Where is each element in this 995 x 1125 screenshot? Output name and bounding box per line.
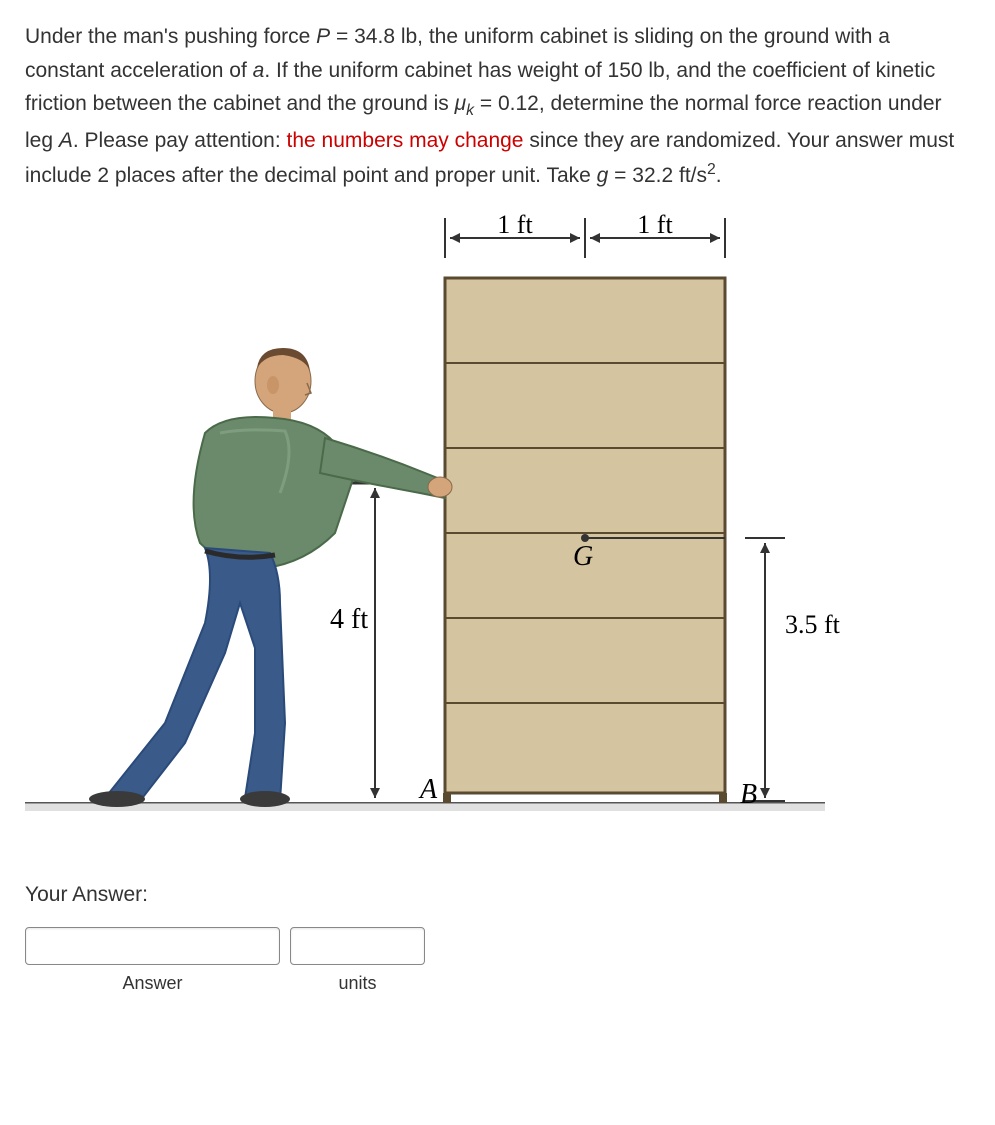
units-sublabel: units	[338, 973, 376, 994]
text-part: . If the uniform cabinet has weight of 1…	[264, 59, 670, 82]
variable-a: a	[253, 59, 265, 82]
text-part: = 34.8 lb, the uniform cabinet is slidin…	[330, 25, 758, 48]
dim-1ft-left: 1 ft	[497, 210, 533, 239]
answer-sublabel: Answer	[122, 973, 182, 994]
answer-input[interactable]	[25, 927, 280, 965]
dim-3-5ft: 3.5 ft	[785, 610, 841, 639]
text-part: Under the man's pushing force	[25, 25, 316, 48]
text-part: = 32.2 ft/s	[608, 164, 707, 187]
man-figure	[89, 348, 452, 807]
answer-section: Your Answer: Answer units	[25, 883, 970, 994]
text-part: . Please pay attention:	[73, 129, 287, 152]
variable-A: A	[59, 129, 73, 152]
variable-P: P	[316, 25, 330, 48]
variable-mu: μ	[455, 92, 467, 115]
diagram-svg: 1 ft 1 ft G 3.5	[25, 203, 925, 853]
text-part: =	[474, 92, 492, 115]
top-dimensions: 1 ft 1 ft	[445, 210, 725, 258]
label-B: B	[740, 779, 757, 810]
dim-3-5ft-group: 3.5 ft	[745, 538, 841, 801]
exponent-2: 2	[707, 161, 716, 178]
text-part: after the decimal point and proper unit.…	[181, 164, 596, 187]
variable-g: g	[597, 164, 609, 187]
dim-1ft-right: 1 ft	[637, 210, 673, 239]
label-G: G	[573, 541, 593, 572]
warning-text: the numbers may change	[287, 129, 524, 152]
units-input[interactable]	[290, 927, 425, 965]
units-input-group: units	[290, 927, 425, 994]
answer-input-group: Answer	[25, 927, 280, 994]
label-A: A	[418, 774, 438, 805]
text-part: .	[716, 164, 722, 187]
your-answer-label: Your Answer:	[25, 883, 970, 907]
dim-4ft: 4 ft	[330, 604, 368, 635]
problem-statement: Under the man's pushing force P = 34.8 l…	[25, 20, 970, 193]
input-row: Answer units	[25, 927, 970, 994]
subscript-k: k	[466, 102, 474, 119]
dim-4ft-group: 4 ft	[330, 483, 445, 798]
physics-diagram: 1 ft 1 ft G 3.5	[25, 203, 925, 853]
